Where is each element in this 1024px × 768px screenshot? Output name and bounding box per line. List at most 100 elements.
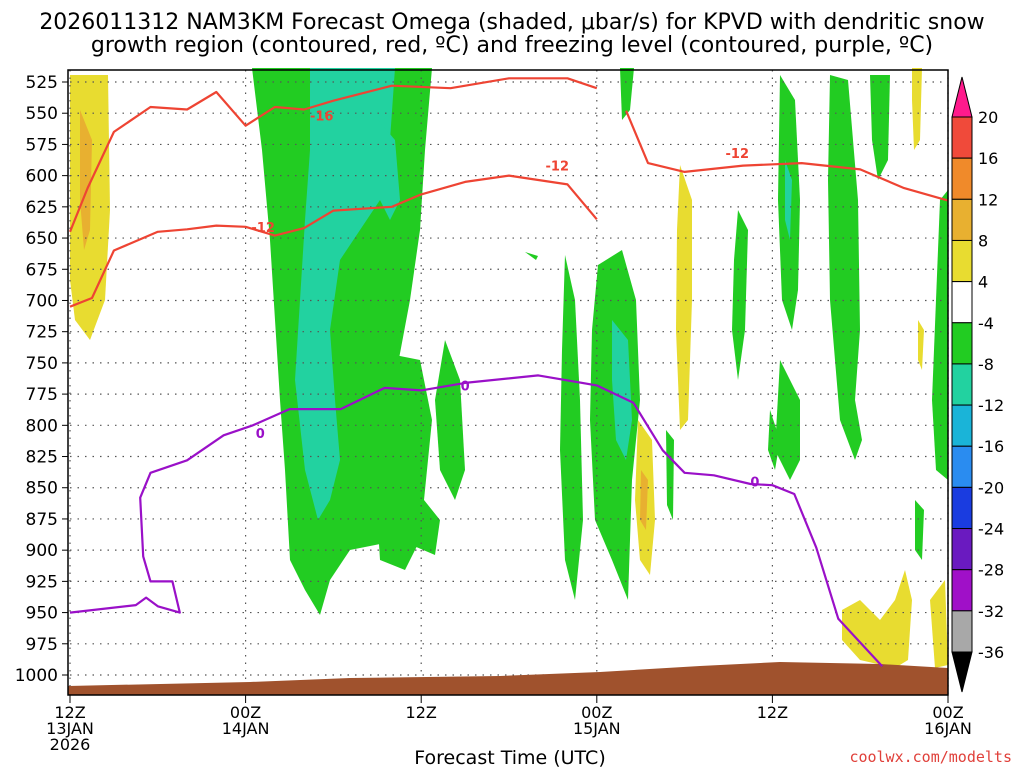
contour-labels: -16 -12 -12 -12 0 0 0 <box>251 110 759 491</box>
x-tick-label: 2026 <box>50 735 91 754</box>
y-tick-label: 650 <box>26 229 58 249</box>
colorbar-label: 20 <box>978 108 998 127</box>
x-tick-label: 12Z <box>54 703 85 722</box>
omega-region-teal-center <box>295 68 395 520</box>
x-tick-label: 14JAN <box>222 719 270 738</box>
y-tick-label: 875 <box>26 510 58 530</box>
x-tick-label: 12Z <box>406 703 437 722</box>
dendritic-lower-contour <box>69 174 598 308</box>
colorbar-label: -8 <box>978 355 994 374</box>
colorbar-label: -16 <box>978 437 1004 456</box>
omega-region-green-thin <box>666 430 674 520</box>
plot-area <box>68 70 948 690</box>
x-tick-label: 12Z <box>757 703 788 722</box>
credit-text: coolwx.com/modelts <box>849 748 1012 766</box>
contour-label-dendritic: -12 <box>251 221 275 236</box>
contour-label-freezing: 0 <box>461 379 470 394</box>
colorbar-label: -4 <box>978 314 994 333</box>
y-tick-label: 575 <box>26 135 58 155</box>
contour-label-dendritic: -16 <box>310 110 334 125</box>
colorbar-bin <box>951 404 973 447</box>
omega-region-green-r6 <box>768 410 780 470</box>
omega-region-teal-r2 <box>785 160 792 240</box>
omega-region-orange-a <box>640 470 648 530</box>
colorbar-label: -20 <box>978 478 1004 497</box>
y-axis-ticks: 525 550 575 600 625 650 675 700 725 750 775 800 825 8… <box>15 73 68 686</box>
colorbar-bin <box>951 610 973 653</box>
colorbar-label: 8 <box>978 231 988 250</box>
omega-region-yellow-r1 <box>912 68 922 150</box>
dendritic-upper-contour <box>68 77 598 233</box>
y-tick-label: 925 <box>26 572 58 592</box>
colorbar-label: -24 <box>978 520 1004 539</box>
omega-region-green-r5 <box>775 360 800 480</box>
colorbar-bin <box>951 486 973 530</box>
colorbar-label: -32 <box>978 602 1004 621</box>
x-tick-label: 16JAN <box>924 719 972 738</box>
omega-region-green-dot <box>525 252 538 260</box>
colorbar-top-triangle <box>951 76 973 118</box>
omega-region-teal-small <box>378 120 400 220</box>
colorbar-bin <box>951 157 973 200</box>
y-tick-label: 775 <box>26 385 58 405</box>
colorbar-label: -28 <box>978 561 1004 580</box>
omega-region-green-mid <box>560 255 583 600</box>
surface-terrain <box>68 662 948 695</box>
colorbar-bin <box>951 116 973 159</box>
y-tick-label: 975 <box>26 635 58 655</box>
x-tick-label: 00Z <box>581 703 612 722</box>
x-tick-label: 13JAN <box>46 719 94 738</box>
y-tick-label: 550 <box>26 104 58 124</box>
x-tick-label: 00Z <box>932 703 963 722</box>
y-tick-label: 725 <box>26 323 58 343</box>
y-tick-label: 750 <box>26 354 58 374</box>
y-tick-label: 825 <box>26 448 58 468</box>
x-tick-label: 00Z <box>230 703 261 722</box>
omega-shading <box>70 68 948 668</box>
contour-label-freezing: 0 <box>750 475 759 490</box>
omega-region-yellow-corner <box>930 580 948 668</box>
contour-label-dendritic: -12 <box>546 160 570 175</box>
chart-title-line1: 2026011312 NAM3KM Forecast Omega (shaded… <box>39 10 984 35</box>
omega-region-green-12z-b <box>370 350 432 570</box>
y-tick-label: 850 <box>26 479 58 499</box>
omega-region-green-r1 <box>732 210 748 380</box>
omega-region-green-12z <box>435 340 465 500</box>
colorbar-bin <box>951 569 973 612</box>
colorbar-label: 16 <box>978 149 998 168</box>
colorbar-bottom-triangle <box>951 651 973 693</box>
colorbar-label: 4 <box>978 273 988 292</box>
colorbar-label: -36 <box>978 643 1004 662</box>
omega-region-green-top <box>620 68 634 120</box>
y-tick-label: 900 <box>26 541 58 561</box>
omega-region-green-r3 <box>828 75 862 460</box>
colorbar-bin <box>951 363 973 406</box>
y-tick-label: 600 <box>26 167 58 187</box>
y-tick-label: 1000 <box>15 666 58 686</box>
colorbar-bin <box>951 445 973 488</box>
colorbar-bin <box>951 239 973 283</box>
colorbar-bin <box>951 281 973 324</box>
omega-region-yellow-bottom <box>842 570 912 668</box>
dendritic-right-contour <box>625 110 949 202</box>
colorbar-bin <box>951 528 973 571</box>
colorbar: 20 16 12 8 4 -4 -8 -12 -16 -20 -24 -28 -32 -36 <box>951 76 1004 693</box>
contour-label-freezing: 0 <box>256 427 265 442</box>
chart-title-line2: growth region (contoured, red, ºC) and f… <box>91 33 933 58</box>
colorbar-label: 12 <box>978 190 998 209</box>
colorbar-bin <box>951 198 973 241</box>
colorbar-bin <box>951 322 973 365</box>
omega-region-yellow-r2 <box>918 320 924 370</box>
omega-region-yellow-b <box>676 165 692 430</box>
y-tick-label: 700 <box>26 291 58 311</box>
freezing-level-contour <box>69 374 884 668</box>
y-tick-label: 800 <box>26 416 58 436</box>
plot-frame <box>67 69 949 696</box>
y-tick-label: 525 <box>26 73 58 93</box>
omega-region-teal-00z <box>612 320 632 460</box>
omega-region-green-r4 <box>870 75 890 180</box>
omega-region-green-edge <box>932 190 948 480</box>
x-tick-label: 15JAN <box>573 719 621 738</box>
